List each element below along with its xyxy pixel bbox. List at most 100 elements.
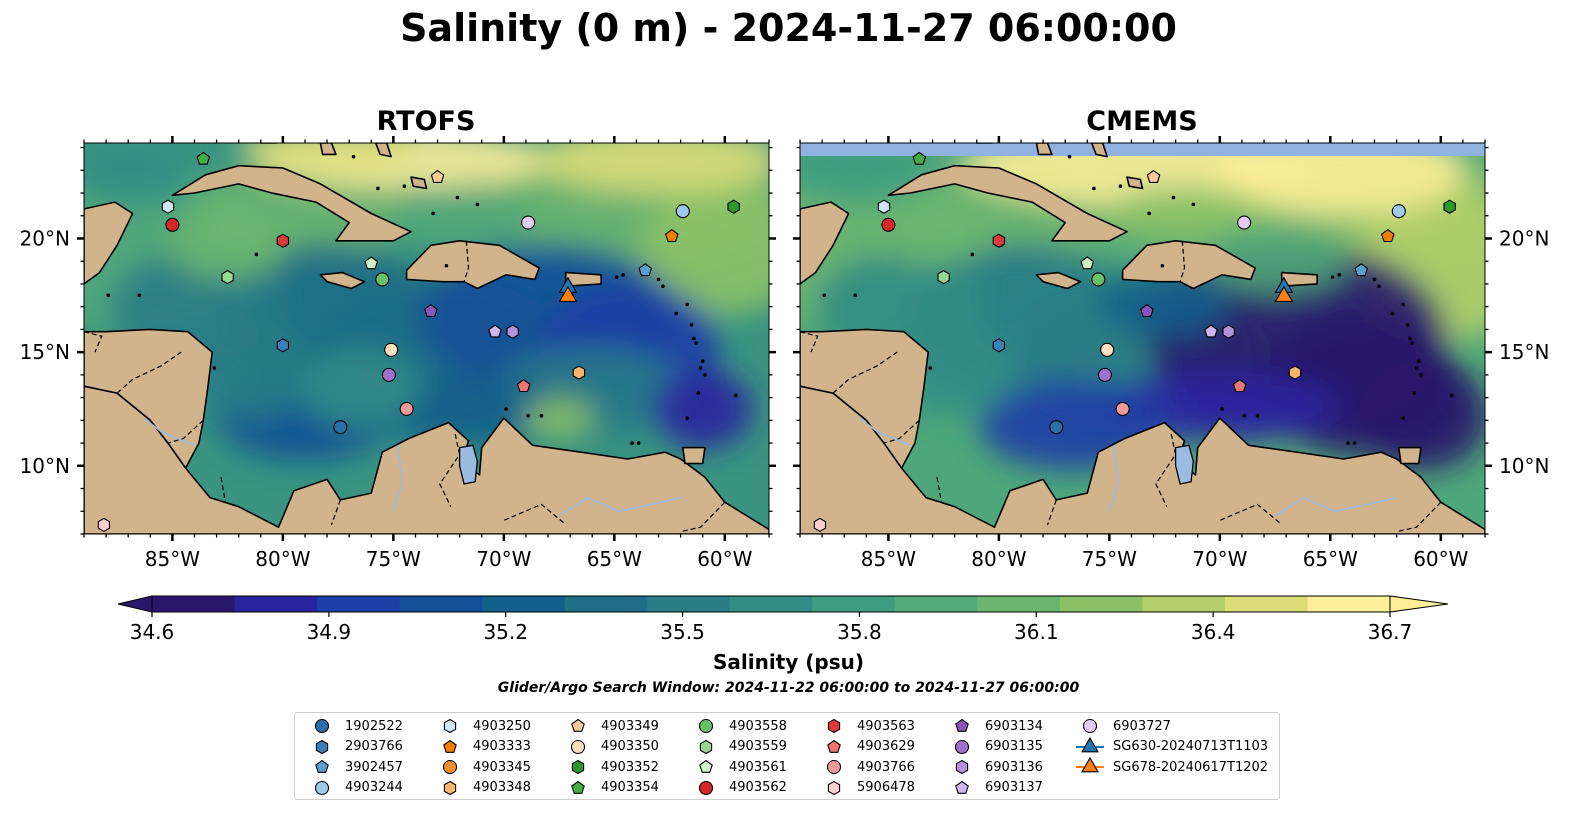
river-line <box>143 417 195 447</box>
lon-tick-label: 60°W <box>697 547 752 571</box>
legend-label: 4903629 <box>857 739 915 754</box>
float-marker-4903244 <box>675 204 690 219</box>
small-island <box>475 202 480 207</box>
float-marker-4903562 <box>165 217 180 232</box>
lon-tick-label: 60°W <box>1413 547 1468 571</box>
float-marker-4903561 <box>1080 256 1095 270</box>
legend-label: 4903250 <box>473 718 531 734</box>
float-marker-6903727 <box>1237 215 1252 230</box>
country-border <box>84 331 103 353</box>
river-line <box>859 417 911 447</box>
legend-item: 5906478 <box>819 778 915 798</box>
small-island <box>1390 311 1394 316</box>
lat-tick-label: 20°N <box>20 226 70 250</box>
legend-label: 4903559 <box>729 739 787 754</box>
legend-item: 4903561 <box>691 757 787 777</box>
small-island <box>1410 341 1414 345</box>
country-border <box>1179 240 1186 282</box>
legend-label: 4903354 <box>601 780 659 795</box>
legend-marker-icon <box>954 739 970 754</box>
float-marker-4903244 <box>1391 204 1406 219</box>
small-island <box>1337 273 1341 277</box>
small-island <box>1330 275 1335 279</box>
legend-label: 4903352 <box>601 759 659 775</box>
colorbar-segment <box>647 596 731 612</box>
legend-item: 3902457 <box>307 757 403 777</box>
float-marker-4903350 <box>384 342 399 357</box>
legend-marker-icon <box>955 718 969 732</box>
legend-label: 4903349 <box>601 718 659 734</box>
legend-symbol <box>571 759 585 775</box>
lat-tick-label: 20°N <box>1499 226 1549 250</box>
float-marker-4903333 <box>664 229 679 243</box>
legend-item: 4903558 <box>691 716 787 736</box>
legend-marker-icon <box>571 759 585 775</box>
legend-label: 6903137 <box>985 780 1043 795</box>
country-border <box>330 499 341 526</box>
legend-marker-icon <box>827 739 841 753</box>
land-jamaica <box>319 271 366 290</box>
legend-label: 4903244 <box>345 780 403 795</box>
legend-symbol <box>826 759 842 775</box>
axis-ticks <box>77 136 776 541</box>
small-island <box>970 252 975 257</box>
lon-tick-label: 75°W <box>366 547 421 571</box>
float-marker-6903135 <box>1097 367 1112 382</box>
lon-tick-label: 65°W <box>1303 547 1358 571</box>
small-island <box>1405 323 1410 327</box>
legend-label: 2903766 <box>345 739 403 754</box>
legend-marker-icon <box>571 780 585 794</box>
float-marker-6903135 <box>381 367 396 382</box>
legend-item: 4903354 <box>563 778 659 798</box>
lat-tick-label: 10°N <box>20 454 70 478</box>
legend-marker-icon <box>955 759 969 775</box>
float-marker-4903559 <box>937 269 950 285</box>
salinity-eddy <box>1216 143 1467 216</box>
small-island <box>1377 284 1381 289</box>
float-marker-4903348 <box>1288 365 1302 380</box>
float-marker-5906478 <box>97 517 111 533</box>
legend-marker-icon <box>1076 736 1104 752</box>
country-border <box>220 477 226 503</box>
legend-marker-icon <box>698 718 714 734</box>
panel-title-rtofs: RTOFS <box>376 106 476 137</box>
land-trinidad <box>1398 446 1422 465</box>
colorbar-segment <box>1059 596 1143 612</box>
legend-item: 4903629 <box>819 737 915 757</box>
small-island <box>1450 393 1454 398</box>
float-marker-4903562 <box>881 217 896 232</box>
legend-triangle <box>1081 757 1099 773</box>
float-marker-4903250 <box>877 199 891 214</box>
small-island <box>853 293 858 298</box>
salinity-eddy <box>84 144 193 205</box>
legend-item: 4903352 <box>563 757 659 777</box>
legend-label: 6903136 <box>985 759 1043 775</box>
small-island <box>694 341 698 345</box>
colorbar-segment <box>1142 596 1226 612</box>
land-centralAmerica <box>800 385 1485 534</box>
river-line <box>1108 445 1120 512</box>
small-island <box>1171 195 1176 200</box>
colorbar-segment <box>399 596 483 612</box>
legend-label: 6903135 <box>985 739 1043 754</box>
small-island <box>928 366 933 370</box>
small-island <box>630 441 634 445</box>
legend-label: 6903134 <box>985 718 1043 734</box>
colorbar-segment <box>482 596 566 612</box>
float-marker-4903333 <box>1380 229 1395 243</box>
legend-marker-icon <box>827 718 841 734</box>
float-marker-2903766 <box>276 338 290 353</box>
glider-marker-SG678-20240617T1202 <box>1274 285 1294 303</box>
country-border <box>439 433 461 507</box>
legend-item: 4903333 <box>435 737 531 757</box>
small-island <box>685 302 690 307</box>
colorbar-tick-label: 34.6 <box>130 620 175 644</box>
colorbar-tick-label: 34.9 <box>307 620 352 644</box>
float-marker-1902522 <box>1049 420 1064 435</box>
legend-label: 4903333 <box>473 739 531 754</box>
legend-symbol <box>699 739 713 754</box>
legend-label: 4903348 <box>473 780 531 795</box>
small-island <box>696 391 701 395</box>
land-centralAmerica <box>84 385 769 534</box>
small-island <box>1160 263 1165 268</box>
